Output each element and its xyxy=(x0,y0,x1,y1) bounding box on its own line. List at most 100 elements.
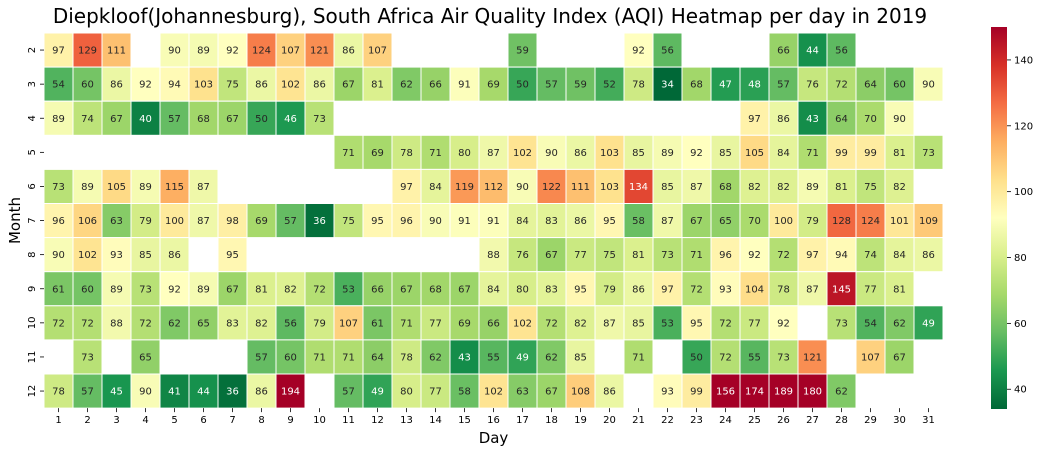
heatmap-cell xyxy=(188,271,219,307)
heatmap-cell xyxy=(246,373,277,409)
heatmap-cell xyxy=(594,305,625,341)
heatmap-cell xyxy=(159,100,190,136)
x-tick-label: 8 xyxy=(258,415,264,426)
heatmap-cell xyxy=(710,168,741,204)
cell-value-label: 95 xyxy=(603,216,616,227)
cell-value-label: 57 xyxy=(342,387,355,398)
heatmap-cell xyxy=(449,339,480,375)
cell-value-label: 93 xyxy=(719,284,732,295)
heatmap-cell xyxy=(159,237,190,273)
cell-value-label: 68 xyxy=(429,284,442,295)
cell-value-label: 68 xyxy=(197,114,210,125)
cell-value-label: 87 xyxy=(603,318,616,329)
cell-value-label: 63 xyxy=(110,216,123,227)
cell-value-label: 90 xyxy=(545,148,558,159)
cell-value-label: 92 xyxy=(748,250,761,261)
x-tick-label: 29 xyxy=(864,415,877,426)
heatmap-cell xyxy=(884,339,915,375)
heatmap-cell xyxy=(507,339,538,375)
heatmap-cell xyxy=(913,134,944,170)
cell-value-label: 71 xyxy=(429,148,442,159)
heatmap-cell xyxy=(420,66,451,102)
heatmap-cell xyxy=(594,271,625,307)
heatmap-cell xyxy=(565,203,596,239)
x-axis-label: Day xyxy=(479,429,509,447)
heatmap-cell xyxy=(623,339,654,375)
heatmap-cell xyxy=(188,373,219,409)
x-tick-label: 15 xyxy=(458,415,471,426)
cell-value-label: 83 xyxy=(545,216,558,227)
cell-value-label: 86 xyxy=(168,250,181,261)
x-tick-label: 21 xyxy=(632,415,645,426)
heatmap-cell xyxy=(217,100,248,136)
heatmap-cell xyxy=(420,203,451,239)
heatmap-cell xyxy=(246,339,277,375)
y-axis-label: Month xyxy=(6,197,24,244)
heatmap-cell xyxy=(826,134,857,170)
heatmap-cell xyxy=(884,271,915,307)
cell-value-label: 60 xyxy=(284,352,297,363)
cell-value-label: 108 xyxy=(571,387,590,398)
heatmap-cell xyxy=(130,305,161,341)
cell-value-label: 64 xyxy=(864,80,877,91)
cell-value-label: 77 xyxy=(574,250,587,261)
cell-value-label: 43 xyxy=(458,352,471,363)
x-tick-label: 31 xyxy=(922,415,935,426)
heatmap-cell xyxy=(855,237,886,273)
x-tick-label: 2 xyxy=(84,415,90,426)
cell-value-label: 93 xyxy=(110,250,123,261)
cell-value-label: 81 xyxy=(255,284,268,295)
heatmap-cell xyxy=(536,168,567,204)
cell-value-label: 97 xyxy=(661,284,674,295)
heatmap-cell xyxy=(130,271,161,307)
x-tick-label: 30 xyxy=(893,415,906,426)
y-tick-label: 4 xyxy=(27,115,38,121)
y-tick-label: 12 xyxy=(27,385,38,398)
cell-value-label: 90 xyxy=(516,182,529,193)
colorbar-tick-label: 80 xyxy=(1014,253,1027,264)
cell-value-label: 92 xyxy=(777,318,790,329)
heatmap-cell xyxy=(275,100,306,136)
cell-value-label: 69 xyxy=(487,80,500,91)
cell-value-label: 128 xyxy=(832,216,851,227)
cell-value-label: 70 xyxy=(748,216,761,227)
cell-value-label: 69 xyxy=(371,148,384,159)
cell-value-label: 69 xyxy=(458,318,471,329)
heatmap-cell xyxy=(826,32,857,68)
cell-value-label: 106 xyxy=(78,216,97,227)
cell-value-label: 90 xyxy=(429,216,442,227)
x-tick-label: 19 xyxy=(574,415,587,426)
heatmap-cell xyxy=(130,66,161,102)
cell-value-label: 95 xyxy=(226,250,239,261)
cell-value-label: 89 xyxy=(197,284,210,295)
heatmap-cell xyxy=(565,134,596,170)
cell-value-label: 67 xyxy=(226,284,239,295)
cell-value-label: 56 xyxy=(835,46,848,57)
cell-value-label: 62 xyxy=(835,387,848,398)
cell-value-label: 73 xyxy=(777,352,790,363)
cell-value-label: 122 xyxy=(542,182,561,193)
heatmap-cell xyxy=(275,203,306,239)
cell-value-label: 102 xyxy=(513,148,532,159)
heatmap-cell xyxy=(72,100,103,136)
cell-value-label: 57 xyxy=(81,387,94,398)
heatmap-cell xyxy=(159,305,190,341)
cell-value-label: 92 xyxy=(139,80,152,91)
heatmap-cell xyxy=(710,66,741,102)
heatmap-cell xyxy=(420,305,451,341)
y-tick-label: 8 xyxy=(27,251,38,257)
cell-value-label: 124 xyxy=(861,216,880,227)
cell-value-label: 105 xyxy=(745,148,764,159)
cell-value-label: 69 xyxy=(255,216,268,227)
colorbar-tick-label: 40 xyxy=(1014,385,1027,396)
x-tick-label: 16 xyxy=(487,415,500,426)
cell-value-label: 50 xyxy=(255,114,268,125)
cell-value-label: 78 xyxy=(400,352,413,363)
heatmap-cell xyxy=(333,203,364,239)
cell-value-label: 36 xyxy=(226,387,239,398)
heatmap-cell xyxy=(797,271,828,307)
cell-value-label: 87 xyxy=(197,216,210,227)
cell-value-label: 129 xyxy=(78,46,97,57)
cell-value-label: 67 xyxy=(545,387,558,398)
heatmap-cell xyxy=(72,237,103,273)
